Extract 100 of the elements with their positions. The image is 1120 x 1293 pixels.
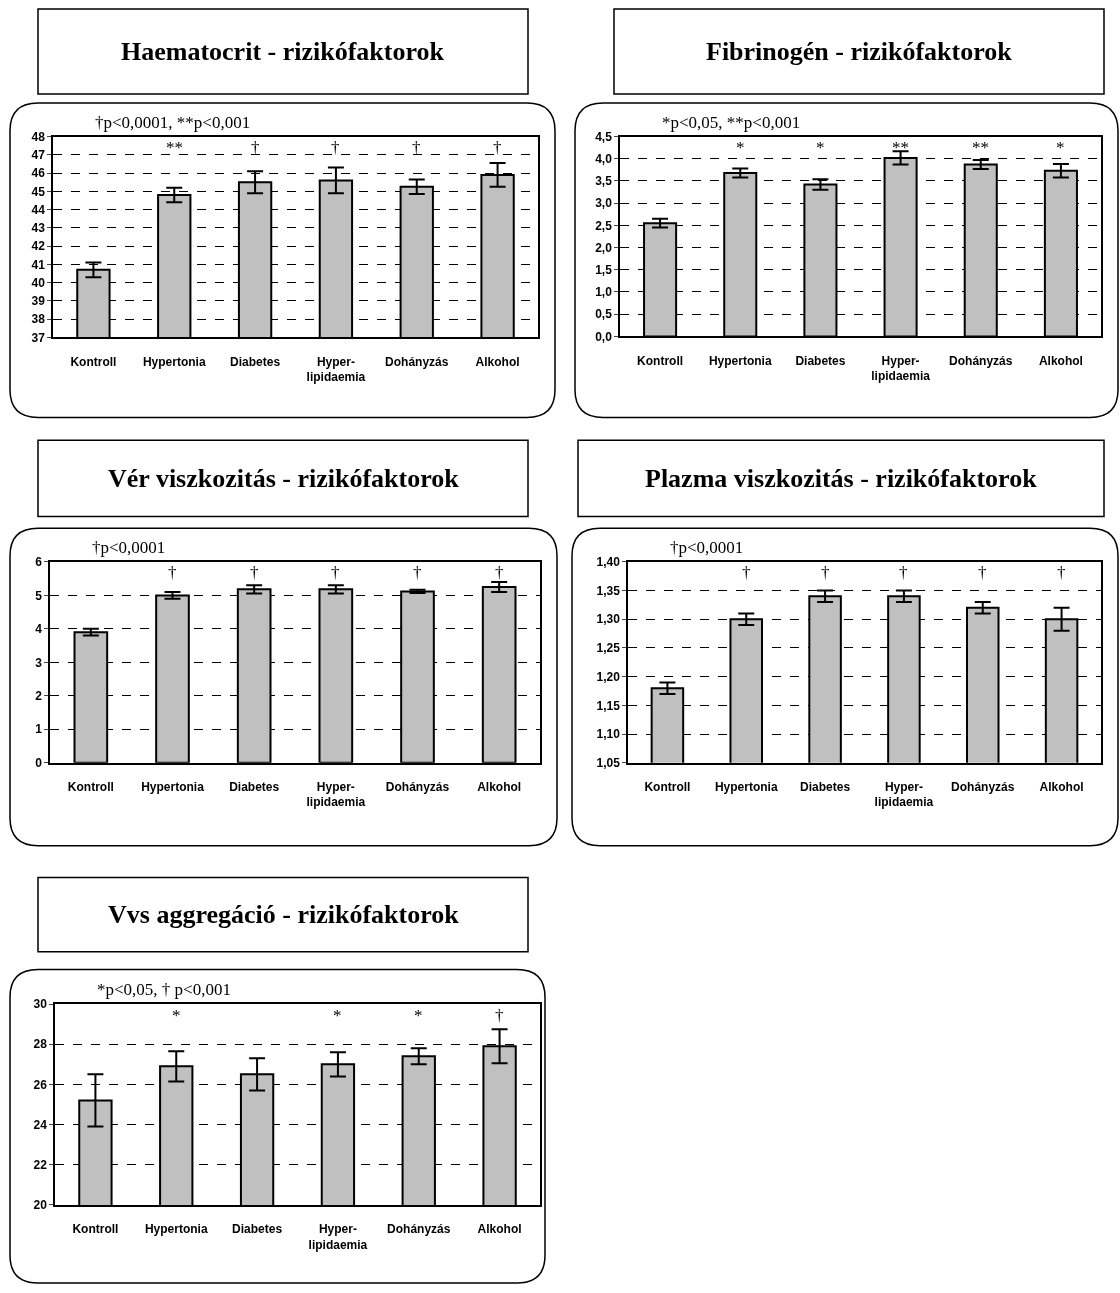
y-tick-label: 0,5 xyxy=(595,307,613,322)
y-tick-label: 1,5 xyxy=(595,262,613,277)
x-tick-label: Diabetes xyxy=(230,354,281,369)
text: *p<0,05, **p<0,001 xyxy=(662,113,801,132)
x-tick-label: Hypertonia xyxy=(141,779,205,794)
y-tick-label: 3,5 xyxy=(595,174,613,189)
data-label: † xyxy=(978,563,987,582)
y-tick-label: 1,05 xyxy=(596,755,621,770)
y-tick-label: 0,0 xyxy=(595,329,613,344)
data-label: † xyxy=(413,563,422,582)
data-label: † xyxy=(412,138,421,157)
x-tick-label: Hyper- lipidaemia xyxy=(308,1222,368,1252)
x-tick-label: Alkohol xyxy=(477,1222,522,1237)
y-tick-label: 22 xyxy=(33,1157,48,1172)
y-tick-label: 46 xyxy=(31,166,46,181)
x-tick-label: Kontroll xyxy=(72,1222,119,1237)
x-tick-label: Kontroll xyxy=(637,353,684,368)
x-tick-label: Diabetes xyxy=(800,779,851,794)
data-label: † xyxy=(495,1006,504,1025)
y-tick-label: 1 xyxy=(35,722,43,737)
x-tick-label: Dohányzás xyxy=(949,353,1013,368)
y-tick-label: 28 xyxy=(33,1037,48,1052)
data-label: * xyxy=(816,138,825,157)
y-tick-label: 42 xyxy=(31,239,46,254)
y-tick-label: 4,0 xyxy=(595,151,613,166)
y-tick-label: 0 xyxy=(35,755,43,770)
y-tick-label: 1,10 xyxy=(596,727,621,742)
data-label: * xyxy=(172,1006,181,1025)
data-label: † xyxy=(742,563,751,582)
y-tick-label: 39 xyxy=(31,294,46,309)
data-label: * xyxy=(736,138,745,157)
x-tick-label: Diabetes xyxy=(232,1222,283,1237)
x-tick-label: Alkohol xyxy=(1039,779,1084,794)
x-tick-label: Dohányzás xyxy=(387,1222,451,1237)
y-tick-label: 2,5 xyxy=(595,218,613,233)
y-tick-label: 2 xyxy=(35,689,43,703)
x-tick-label: Alkohol xyxy=(475,354,520,369)
data-label: † xyxy=(331,563,340,582)
data-label: † xyxy=(899,563,908,582)
y-tick-label: 1,15 xyxy=(596,698,621,713)
y-tick-label: 38 xyxy=(31,312,46,327)
data-label: † xyxy=(168,563,177,582)
y-tick-label: 6 xyxy=(35,555,43,570)
x-tick-label: Alkohol xyxy=(477,779,522,794)
x-tick-label: Dohányzás xyxy=(385,779,450,794)
y-tick-label: 43 xyxy=(31,221,46,236)
text: †p<0,0001 xyxy=(92,538,166,557)
y-tick-label: 1,40 xyxy=(596,555,621,570)
y-tick-label: 1,30 xyxy=(596,612,621,627)
data-label: * xyxy=(1056,138,1065,157)
y-tick-label: 30 xyxy=(33,997,48,1012)
y-tick-label: 48 xyxy=(31,129,46,144)
text: *p<0,05, † p<0,001 xyxy=(97,980,231,999)
text: †p<0,0001, **p<0,001 xyxy=(95,113,251,132)
y-tick-label: 3,0 xyxy=(595,196,613,211)
data-label: * xyxy=(414,1006,423,1025)
x-tick-label: Hyper- lipidaemia xyxy=(306,354,366,385)
y-tick-label: 1,20 xyxy=(596,669,621,684)
chart-title: Plazma viszkozitás - rizikófaktorok xyxy=(645,464,1038,493)
y-tick-label: 41 xyxy=(31,257,46,272)
data-label: † xyxy=(493,138,502,157)
data-label: † xyxy=(1057,563,1066,582)
y-tick-label: 1,35 xyxy=(596,583,621,598)
y-tick-label: 1,0 xyxy=(595,285,613,300)
y-tick-label: 1,25 xyxy=(596,641,621,656)
x-tick-label: Hyper- lipidaemia xyxy=(871,353,931,384)
y-tick-label: 45 xyxy=(31,184,46,199)
data-label: ** xyxy=(972,138,989,157)
y-tick-label: 2,0 xyxy=(595,240,613,255)
x-tick-label: Hypertonia xyxy=(142,354,206,369)
x-tick-label: Kontroll xyxy=(644,779,691,794)
x-tick-label: Hypertonia xyxy=(714,779,778,794)
y-tick-label: 40 xyxy=(31,275,46,290)
text: †p<0,0001 xyxy=(670,538,744,557)
y-tick-label: 5 xyxy=(35,588,43,603)
data-label: † xyxy=(251,138,260,157)
x-tick-label: Diabetes xyxy=(229,779,280,794)
data-label: ** xyxy=(166,138,183,157)
y-tick-label: 26 xyxy=(33,1077,48,1092)
x-tick-label: Alkohol xyxy=(1038,353,1083,368)
data-label: * xyxy=(333,1006,342,1025)
data-label: † xyxy=(331,138,340,157)
chart-title: Vér viszkozitás - rizikófaktorok xyxy=(108,464,460,493)
chart-title: Vvs aggregáció - rizikófaktorok xyxy=(108,900,460,929)
x-tick-label: Hyper- lipidaemia xyxy=(306,779,366,810)
data-label: ** xyxy=(892,138,909,157)
x-tick-label: Kontroll xyxy=(67,779,114,794)
chart-title: Haematocrit - rizikófaktorok xyxy=(121,37,445,66)
data-label: † xyxy=(495,563,504,582)
x-tick-label: Kontroll xyxy=(70,354,117,369)
y-tick-label: 3 xyxy=(35,655,43,670)
y-tick-label: 24 xyxy=(33,1117,48,1132)
y-tick-label: 47 xyxy=(31,148,46,163)
x-tick-label: Hypertonia xyxy=(144,1222,208,1237)
y-tick-label: 44 xyxy=(31,202,46,217)
x-tick-label: Dohányzás xyxy=(385,354,449,369)
y-tick-label: 20 xyxy=(33,1198,48,1213)
x-tick-label: Diabetes xyxy=(795,353,846,368)
y-tick-label: 4,5 xyxy=(595,129,613,144)
x-tick-label: Dohányzás xyxy=(951,779,1015,794)
